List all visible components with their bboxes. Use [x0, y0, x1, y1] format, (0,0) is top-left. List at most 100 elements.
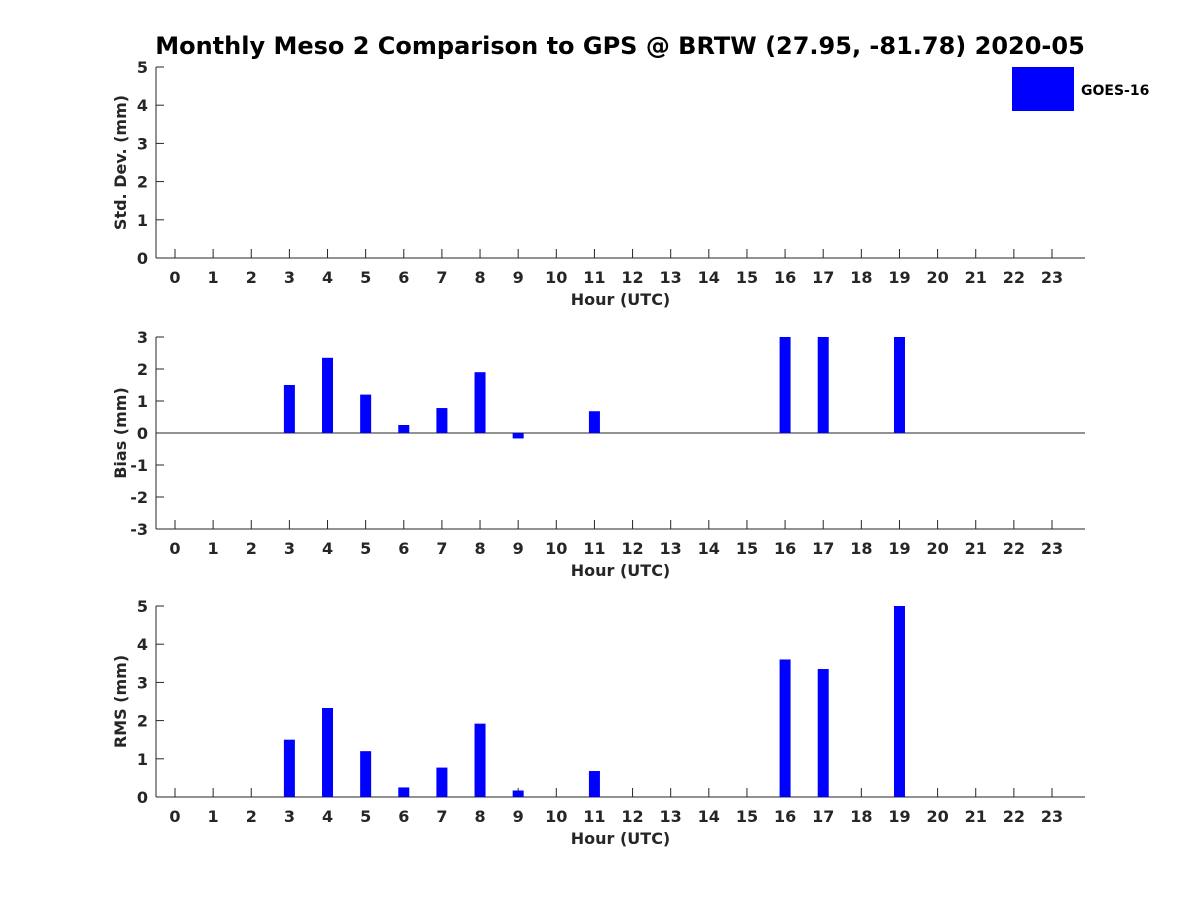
x-tick-label: 5: [360, 268, 371, 287]
y-tick-label: 4: [137, 635, 148, 654]
x-tick-label: 14: [698, 539, 720, 558]
y-tick-label: 3: [137, 328, 148, 347]
bar-hour-17: [817, 337, 829, 433]
bar-hour-16: [779, 659, 791, 797]
x-tick-label: 2: [246, 807, 257, 826]
x-tick-label: 12: [621, 268, 643, 287]
x-tick-label: 5: [360, 807, 371, 826]
legend-swatch-goes-16: [1012, 67, 1074, 111]
x-tick-label: 6: [398, 539, 409, 558]
y-tick-label: 5: [137, 58, 148, 77]
x-tick-label: 11: [583, 268, 605, 287]
bar-hour-19: [893, 337, 905, 433]
x-tick-label: 19: [888, 539, 910, 558]
bar-hour-4: [322, 357, 334, 433]
x-tick-label: 16: [774, 807, 796, 826]
y-tick-label: 5: [137, 597, 148, 616]
x-tick-label: 10: [545, 807, 567, 826]
y-axis-label: RMS (mm): [111, 655, 130, 748]
x-tick-label: 11: [583, 807, 605, 826]
x-tick-label: 7: [436, 539, 447, 558]
y-tick-label: 3: [137, 134, 148, 153]
x-axis-label: Hour (UTC): [571, 290, 671, 309]
x-tick-label: 4: [322, 268, 333, 287]
x-tick-label: 22: [1003, 539, 1025, 558]
x-tick-label: 10: [545, 539, 567, 558]
x-tick-label: 4: [322, 539, 333, 558]
x-tick-label: 2: [246, 539, 257, 558]
x-tick-label: 3: [284, 539, 295, 558]
x-tick-label: 23: [1041, 807, 1063, 826]
bar-hour-9: [512, 790, 524, 797]
legend: GOES-16: [1012, 67, 1149, 111]
y-axis-label: Std. Dev. (mm): [111, 95, 130, 230]
x-tick-label: 21: [965, 268, 987, 287]
x-tick-label: 19: [888, 268, 910, 287]
y-tick-label: 2: [137, 360, 148, 379]
x-tick-label: 6: [398, 268, 409, 287]
y-tick-label: 0: [137, 788, 148, 807]
x-tick-label: 17: [812, 807, 834, 826]
x-tick-label: 9: [513, 807, 524, 826]
x-tick-label: 9: [513, 539, 524, 558]
bar-hour-6: [398, 787, 410, 797]
bar-hour-8: [474, 723, 486, 797]
x-tick-label: 16: [774, 268, 796, 287]
x-tick-label: 0: [169, 807, 180, 826]
chart-title: Monthly Meso 2 Comparison to GPS @ BRTW …: [155, 32, 1085, 60]
x-tick-label: 12: [621, 539, 643, 558]
y-axis-label: Bias (mm): [111, 387, 130, 479]
x-tick-label: 17: [812, 268, 834, 287]
x-tick-label: 13: [660, 539, 682, 558]
x-tick-label: 1: [208, 268, 219, 287]
bar-hour-8: [474, 372, 486, 433]
bar-hour-6: [398, 425, 410, 433]
x-tick-label: 8: [474, 268, 485, 287]
x-tick-label: 23: [1041, 268, 1063, 287]
x-tick-label: 17: [812, 539, 834, 558]
y-tick-label: -2: [130, 488, 148, 507]
x-tick-label: 20: [926, 807, 948, 826]
x-tick-label: 0: [169, 539, 180, 558]
x-tick-label: 18: [850, 268, 872, 287]
x-tick-label: 2: [246, 268, 257, 287]
legend-label-goes-16: GOES-16: [1081, 83, 1149, 99]
bar-hour-7: [436, 408, 448, 433]
x-tick-label: 22: [1003, 807, 1025, 826]
x-tick-label: 15: [736, 539, 758, 558]
bar-hour-19: [893, 606, 905, 797]
bar-hour-4: [322, 707, 334, 797]
bar-hour-16: [779, 337, 791, 433]
y-tick-label: -3: [130, 520, 148, 539]
x-tick-label: 1: [208, 539, 219, 558]
x-tick-label: 7: [436, 807, 447, 826]
x-tick-label: 23: [1041, 539, 1063, 558]
y-tick-label: 0: [137, 424, 148, 443]
x-tick-label: 10: [545, 268, 567, 287]
x-tick-label: 20: [926, 539, 948, 558]
bar-hour-17: [817, 669, 829, 797]
y-tick-label: 4: [137, 96, 148, 115]
x-tick-label: 1: [208, 807, 219, 826]
x-tick-label: 3: [284, 807, 295, 826]
bar-hour-11: [588, 771, 600, 797]
x-tick-label: 8: [474, 807, 485, 826]
x-tick-label: 19: [888, 807, 910, 826]
x-tick-label: 13: [660, 807, 682, 826]
x-tick-label: 15: [736, 807, 758, 826]
x-tick-label: 9: [513, 268, 524, 287]
x-tick-label: 16: [774, 539, 796, 558]
y-tick-label: -1: [130, 456, 148, 475]
bar-hour-5: [360, 751, 372, 797]
x-axis-label: Hour (UTC): [571, 561, 671, 580]
y-tick-label: 2: [137, 173, 148, 192]
x-tick-label: 14: [698, 268, 720, 287]
x-tick-label: 18: [850, 807, 872, 826]
x-tick-label: 5: [360, 539, 371, 558]
x-tick-label: 4: [322, 807, 333, 826]
x-tick-label: 7: [436, 268, 447, 287]
